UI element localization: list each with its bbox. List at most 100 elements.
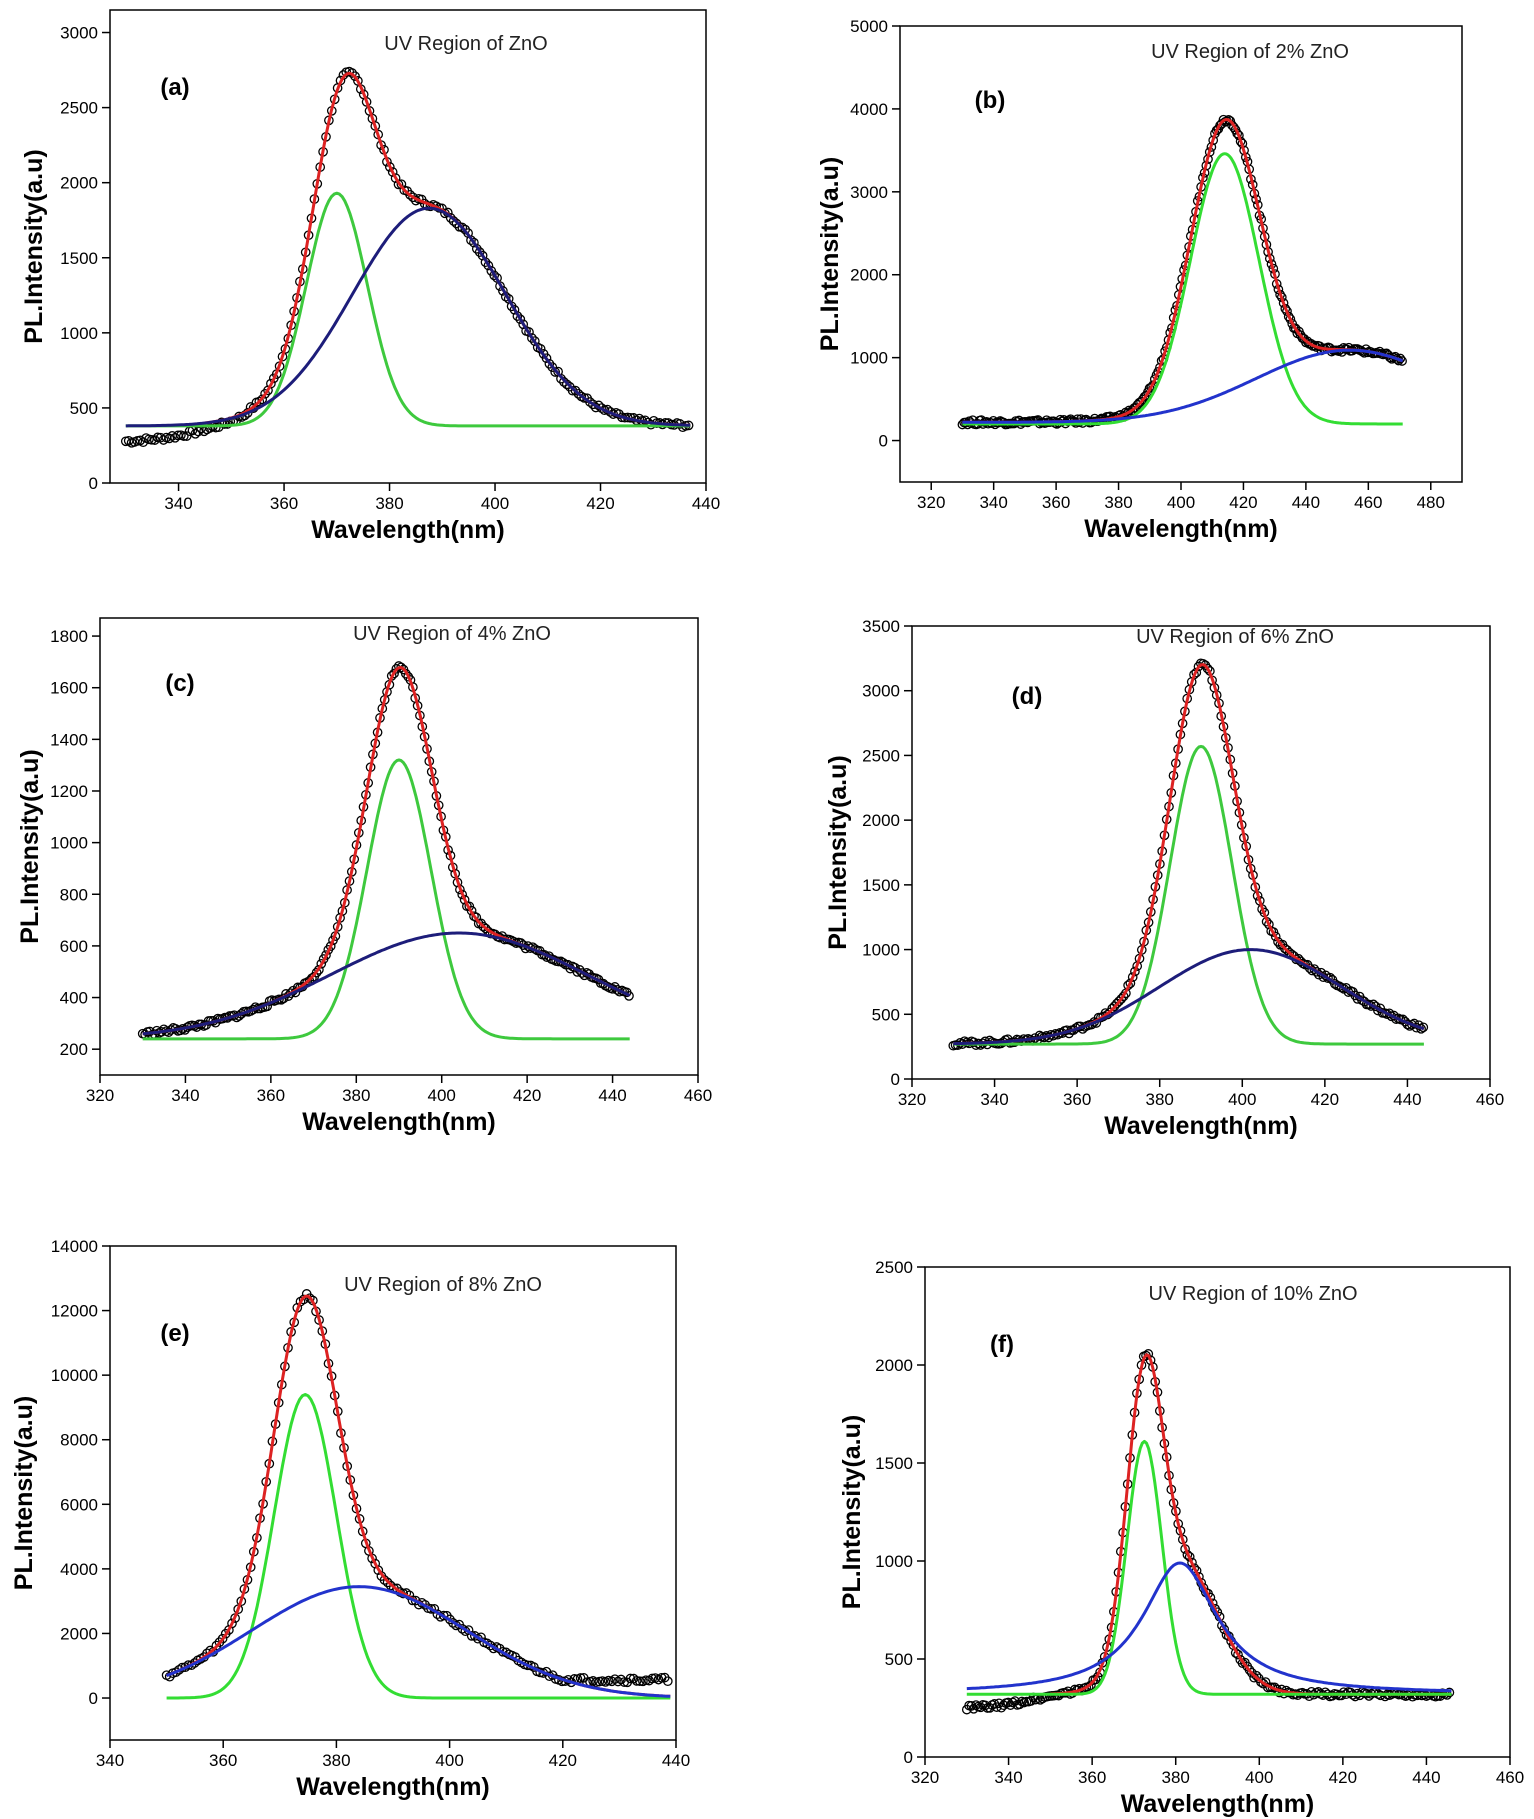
y-axis-label: PL.Intensity(a.u) — [824, 755, 852, 949]
data-point — [445, 213, 456, 223]
x-tick-label: 380 — [375, 494, 403, 513]
data-point — [1416, 1023, 1426, 1034]
panel-label: (c) — [165, 670, 194, 697]
data-point — [469, 1631, 480, 1641]
x-tick-label: 460 — [1354, 493, 1382, 512]
y-tick-label: 600 — [60, 937, 88, 956]
data-point — [314, 964, 324, 975]
x-tick-label: 420 — [549, 1751, 577, 1770]
x-tick-label: 340 — [171, 1086, 199, 1105]
y-tick-label: 400 — [60, 989, 88, 1008]
chart-panel-a: 340 360 380 400 420 440 0 500 1000 1500 2000 2500 30… — [20, 9, 720, 544]
data-point — [469, 237, 479, 248]
data-point — [570, 385, 581, 396]
x-axis-label: Wavelength(nm) — [296, 1773, 490, 1801]
series-line-cumulative-fit — [962, 118, 1404, 424]
data-point — [1132, 399, 1143, 410]
x-tick-label: 380 — [1146, 1090, 1174, 1109]
chart-panel-f: 320 340 360 380 400 420 440 460 0 500 1000 1500 2000… — [838, 1258, 1524, 1818]
series-experimental-points — [161, 1289, 673, 1688]
y-tick-label: 0 — [89, 474, 98, 493]
y-tick-label: 2500 — [60, 99, 98, 118]
x-tick-label: 420 — [1329, 1768, 1357, 1787]
x-tick-label: 380 — [342, 1086, 370, 1105]
x-tick-label: 420 — [513, 1086, 541, 1105]
y-tick-label: 3000 — [60, 24, 98, 43]
y-tick-label: 1400 — [50, 730, 88, 749]
data-point — [382, 1577, 393, 1588]
x-tick-label: 400 — [1228, 1090, 1256, 1109]
data-point — [298, 1294, 309, 1305]
data-point — [227, 1618, 237, 1629]
y-tick-label: 12000 — [51, 1302, 98, 1321]
y-tick-label: 2000 — [862, 811, 900, 830]
data-point — [634, 413, 645, 424]
x-axis-label: Wavelength(nm) — [1104, 1112, 1298, 1140]
y-tick-label: 0 — [89, 1689, 98, 1708]
data-point — [1290, 323, 1301, 334]
series-line-peak-2 — [125, 206, 691, 428]
data-point — [966, 1701, 977, 1711]
chart-panel-c: 320 340 360 380 400 420 440 460 200 400 600 800 1000… — [16, 617, 712, 1136]
x-tick-label: 460 — [1496, 1768, 1524, 1787]
data-point — [647, 1673, 658, 1684]
y-tick-label: 1000 — [60, 324, 98, 343]
y-tick-label: 2000 — [60, 174, 98, 193]
x-tick-label: 440 — [598, 1086, 626, 1105]
data-point — [353, 76, 363, 86]
x-tick-label: 420 — [1311, 1090, 1339, 1109]
data-point — [158, 435, 169, 445]
y-tick-label: 1000 — [850, 349, 888, 368]
data-point — [1211, 125, 1222, 136]
y-tick-label: 1800 — [50, 627, 88, 646]
chart-title: UV Region of 4% ZnO — [353, 623, 551, 645]
y-tick-label: 5000 — [850, 17, 888, 36]
x-tick-label: 420 — [586, 494, 614, 513]
chart-title: UV Region of 10% ZnO — [1149, 1283, 1358, 1305]
y-axis-label: PL.Intensity(a.u) — [16, 749, 44, 943]
data-point — [471, 912, 482, 923]
y-tick-label: 1600 — [50, 679, 88, 698]
data-point — [325, 941, 336, 952]
plot-frame — [924, 1266, 1511, 1758]
x-tick-label: 480 — [1417, 493, 1445, 512]
y-tick-label: 8000 — [60, 1431, 98, 1450]
y-tick-label: 3000 — [862, 682, 900, 701]
series-line-cumulative-fit — [142, 666, 631, 1036]
y-tick-label: 0 — [891, 1070, 900, 1089]
chart-title: UV Region of ZnO — [384, 33, 547, 55]
y-tick-label: 2000 — [875, 1356, 913, 1375]
data-point — [616, 1674, 626, 1685]
x-axis-label: Wavelength(nm) — [302, 1108, 496, 1136]
y-tick-label: 1500 — [862, 876, 900, 895]
y-tick-label: 2000 — [60, 1624, 98, 1643]
x-tick-label: 360 — [257, 1086, 285, 1105]
data-point — [489, 270, 500, 281]
data-point — [405, 189, 415, 200]
panel-label: (b) — [975, 87, 1006, 114]
data-point — [190, 428, 201, 439]
data-point — [585, 397, 595, 407]
data-point — [373, 1565, 384, 1576]
x-tick-label: 340 — [96, 1751, 124, 1770]
x-tick-label: 340 — [980, 1090, 1008, 1109]
data-point — [625, 1673, 636, 1684]
data-point — [1444, 1687, 1455, 1698]
data-point — [1090, 1674, 1101, 1685]
series-line-peak-2 — [166, 1585, 671, 1698]
data-point — [389, 668, 399, 679]
data-point — [1311, 966, 1322, 977]
data-point — [211, 1640, 222, 1651]
data-point — [164, 433, 175, 444]
data-point — [1118, 991, 1129, 1002]
x-tick-label: 400 — [435, 1751, 463, 1770]
y-tick-label: 1000 — [875, 1552, 913, 1571]
x-tick-label: 380 — [322, 1751, 350, 1770]
y-axis-label: PL.Intensity(a.u) — [838, 1415, 866, 1609]
series-line-peak-2 — [953, 948, 1425, 1046]
x-tick-label: 360 — [1042, 493, 1070, 512]
data-point — [1244, 1665, 1255, 1675]
x-tick-label: 460 — [684, 1086, 712, 1105]
y-tick-label: 0 — [879, 432, 888, 451]
data-point — [260, 388, 270, 399]
